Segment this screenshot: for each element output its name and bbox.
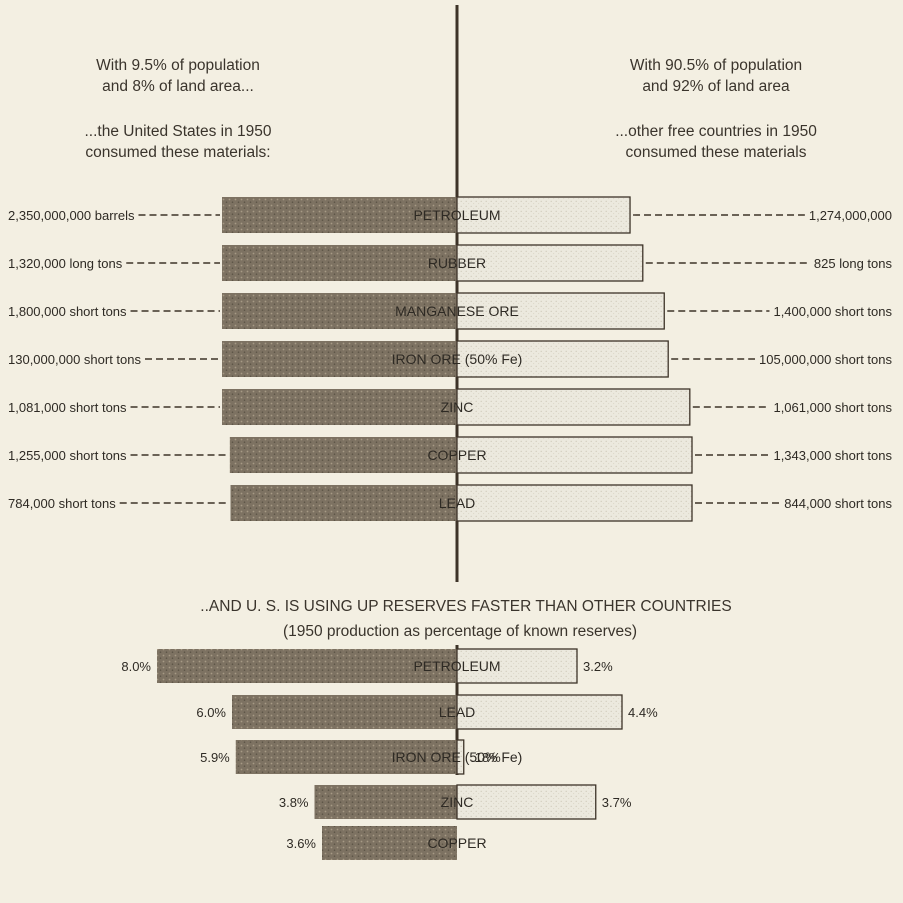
reserve-us-bar-zinc (314, 785, 457, 819)
reserve-other-label-petroleum: 3.2% (583, 659, 613, 674)
reserve-us-bar-copper (322, 826, 457, 860)
category-label-lead: LEAD (439, 495, 476, 511)
reserve-category-label-copper: COPPER (427, 835, 486, 851)
us-value-label-zinc: 1,081,000 short tons (8, 400, 127, 415)
reserve-category-label-zinc: ZINC (441, 794, 474, 810)
us-bar-rubber (222, 245, 457, 281)
other-value-label-iron-ore-50-fe: 105,000,000 short tons (759, 352, 892, 367)
reserve-other-label-zinc: 3.7% (602, 795, 632, 810)
reserve-category-label-lead: LEAD (439, 704, 476, 720)
category-label-manganese-ore: MANGANESE ORE (395, 303, 519, 319)
reserves-title: ..AND U. S. IS USING UP RESERVES FASTER … (200, 598, 731, 615)
us-bar-copper (229, 437, 457, 473)
reserve-category-label-iron-ore-50-fe: IRON ORE (50% Fe) (392, 749, 523, 765)
other-bar-copper (456, 436, 693, 474)
reserve-other-bar-petroleum (456, 648, 578, 684)
other-consumed-line2: consumed these materials (626, 144, 807, 161)
us-value-label-rubber: 1,320,000 long tons (8, 256, 123, 271)
us-consumed-line1: ...the United States in 1950 (85, 123, 272, 140)
us-value-label-copper: 1,255,000 short tons (8, 448, 127, 463)
reserve-us-label-lead: 6.0% (196, 705, 226, 720)
reserve-category-label-petroleum: PETROLEUM (413, 658, 500, 674)
other-value-label-copper: 1,343,000 short tons (773, 448, 892, 463)
reserve-other-bar-iron-ore-50-fe (456, 739, 465, 775)
reserve-other-bar-lead (456, 694, 623, 730)
reserve-us-label-iron-ore-50-fe: 5.9% (200, 750, 230, 765)
reserve-other-label-lead: 4.4% (628, 705, 658, 720)
other-bar-zinc (456, 388, 691, 426)
us-consumed-line2: consumed these materials: (85, 144, 270, 161)
reserves-subtitle: (1950 production as percentage of known … (283, 623, 637, 640)
us-value-label-manganese-ore: 1,800,000 short tons (8, 304, 127, 319)
other-land-text: and 92% of land area (642, 78, 790, 95)
category-label-copper: COPPER (427, 447, 486, 463)
us-land-text: and 8% of land area... (102, 78, 254, 95)
category-label-petroleum: PETROLEUM (413, 207, 500, 223)
other-bar-manganese-ore (456, 292, 665, 330)
reserve-other-bar-zinc (456, 784, 597, 820)
other-consumed-line1: ...other free countries in 1950 (615, 123, 817, 140)
reserve-us-bar-iron-ore-50-fe (235, 740, 457, 774)
other-value-label-zinc: 1,061,000 short tons (773, 400, 892, 415)
other-bar-petroleum (456, 196, 631, 234)
category-label-rubber: RUBBER (428, 255, 486, 271)
reserve-us-bar-petroleum (157, 649, 457, 683)
us-value-label-iron-ore-50-fe: 130,000,000 short tons (8, 352, 141, 367)
other-population-text: With 90.5% of population (630, 57, 802, 74)
reserve-us-label-copper: 3.6% (286, 836, 316, 851)
other-value-label-petroleum: 1,274,000,000 (809, 208, 892, 223)
us-value-label-lead: 784,000 short tons (8, 496, 116, 511)
reserve-us-label-petroleum: 8.0% (121, 659, 151, 674)
other-value-label-manganese-ore: 1,400,000 short tons (773, 304, 892, 319)
us-population-text: With 9.5% of population (96, 57, 260, 74)
other-value-label-rubber: 825 long tons (814, 256, 893, 271)
other-bar-lead (456, 484, 693, 522)
us-bar-manganese-ore (222, 293, 457, 329)
us-value-label-petroleum: 2,350,000,000 barrels (8, 208, 135, 223)
reserve-us-label-zinc: 3.8% (279, 795, 309, 810)
other-value-label-lead: 844,000 short tons (784, 496, 892, 511)
us-bar-zinc (222, 389, 457, 425)
reserve-us-bar-lead (232, 695, 457, 729)
reserve-other-label-iron-ore-50-fe: .18% (471, 750, 501, 765)
other-bar-rubber (456, 244, 644, 282)
category-label-iron-ore-50-fe: IRON ORE (50% Fe) (392, 351, 523, 367)
us-bar-lead (230, 485, 457, 521)
us-bar-petroleum (222, 197, 457, 233)
us-bar-iron-ore-50-fe (222, 341, 457, 377)
other-bar-iron-ore-50-fe (456, 340, 669, 378)
category-label-zinc: ZINC (441, 399, 474, 415)
